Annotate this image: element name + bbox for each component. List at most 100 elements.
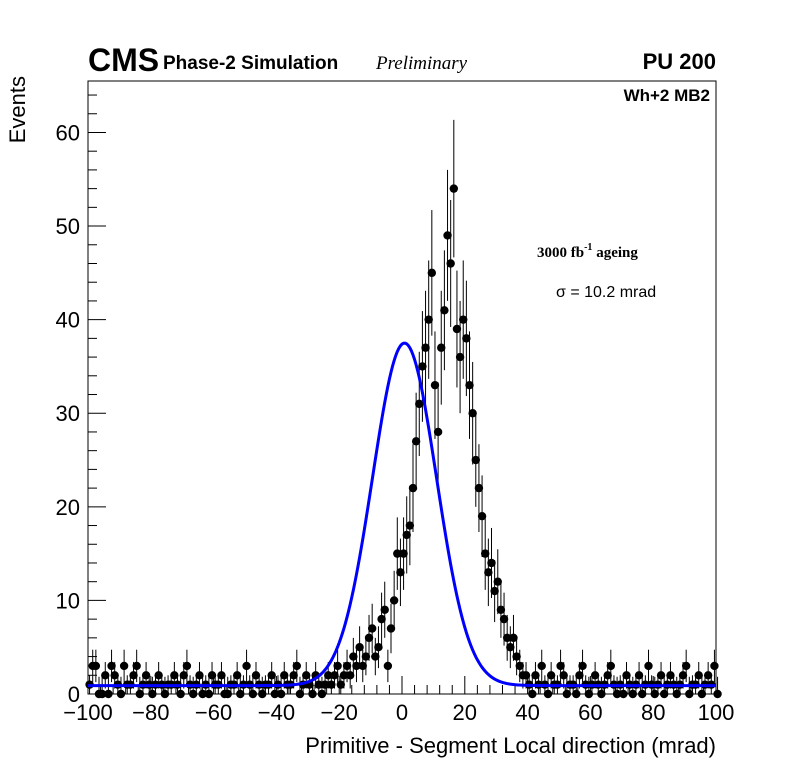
data-marker — [280, 671, 289, 680]
data-marker — [531, 671, 540, 680]
data-marker — [393, 549, 402, 558]
data-marker — [512, 652, 521, 661]
data-marker — [154, 671, 163, 680]
data-marker — [116, 689, 126, 699]
data-marker — [132, 661, 141, 671]
ageing-luminosity: 3000 fb — [537, 245, 584, 261]
data-point — [487, 527, 496, 598]
data-marker — [502, 633, 512, 643]
data-point — [418, 311, 427, 422]
data-point — [361, 637, 371, 676]
data-marker — [195, 671, 204, 680]
data-marker — [371, 652, 380, 661]
data-marker — [107, 661, 116, 671]
data-point — [305, 675, 314, 694]
x-tick-label: −20 — [321, 700, 358, 725]
data-marker — [559, 671, 568, 680]
data-point — [512, 637, 521, 676]
y-tick-label: 10 — [56, 588, 80, 613]
data-point — [383, 649, 393, 683]
data-point — [452, 270, 462, 388]
data-point — [320, 675, 330, 694]
data-marker — [188, 689, 198, 699]
data-marker — [437, 343, 446, 352]
data-marker — [389, 596, 399, 605]
data-point — [537, 649, 546, 683]
data-point — [377, 592, 386, 646]
data-marker — [659, 689, 669, 699]
data-point — [411, 392, 421, 490]
data-marker — [477, 511, 487, 521]
data-marker — [496, 605, 506, 614]
data-marker — [232, 671, 242, 680]
data-point — [364, 614, 374, 661]
data-marker — [619, 689, 628, 699]
data-marker — [160, 689, 170, 699]
sigma-annotation: σ = 10.2 mrad — [556, 284, 656, 301]
data-marker — [433, 427, 443, 437]
data-marker — [452, 324, 462, 334]
fit-series — [88, 341, 716, 688]
data-point — [506, 626, 515, 669]
data-marker — [509, 633, 518, 643]
data-point — [367, 603, 377, 654]
data-marker — [465, 380, 474, 390]
data-marker — [415, 399, 424, 409]
data-marker — [606, 661, 616, 671]
data-marker — [411, 437, 421, 446]
data-marker — [170, 671, 179, 680]
data-marker — [101, 671, 110, 680]
ageing-suffix: ageing — [592, 245, 638, 261]
data-marker — [383, 661, 393, 671]
data-marker — [424, 315, 433, 324]
data-marker — [443, 231, 452, 240]
data-marker — [342, 661, 352, 671]
data-marker — [634, 671, 644, 680]
data-point — [91, 649, 101, 683]
data-marker — [345, 671, 355, 680]
y-tick-label: 20 — [56, 495, 80, 520]
data-marker — [251, 671, 261, 680]
data-marker — [176, 689, 185, 699]
data-marker — [487, 558, 496, 568]
data-point — [349, 637, 358, 676]
data-point — [424, 260, 433, 379]
preliminary-label: Preliminary — [375, 53, 468, 74]
data-point — [443, 169, 452, 301]
data-marker — [666, 671, 675, 680]
data-marker — [129, 671, 138, 680]
data-marker — [276, 689, 286, 699]
data-marker — [462, 334, 471, 343]
data-marker — [490, 586, 499, 596]
data-point — [449, 119, 459, 258]
data-marker — [223, 689, 232, 699]
data-marker — [656, 671, 666, 680]
data-marker — [320, 680, 330, 689]
data-marker — [481, 549, 490, 558]
data-point — [468, 361, 477, 465]
data-point — [710, 649, 719, 683]
data-marker — [182, 661, 192, 671]
data-marker — [578, 661, 587, 671]
x-tick-label: 40 — [515, 700, 539, 725]
data-marker — [119, 661, 129, 671]
data-marker — [484, 568, 493, 577]
data-marker — [292, 661, 302, 671]
data-marker — [367, 624, 377, 633]
y-tick-label: 30 — [56, 401, 80, 426]
data-point — [440, 250, 449, 371]
data-marker — [336, 680, 345, 689]
y-tick-label: 40 — [56, 308, 80, 333]
data-marker — [694, 671, 703, 680]
data-marker — [399, 549, 408, 558]
data-point — [681, 649, 691, 683]
data-marker — [430, 380, 440, 390]
data-point — [481, 517, 490, 590]
y-tick-label: 0 — [68, 682, 80, 707]
y-axis-tick-labels: 0 10 20 30 40 50 60 — [56, 120, 80, 707]
x-tick-label: 0 — [396, 700, 408, 725]
data-point — [433, 382, 443, 482]
data-marker — [333, 661, 342, 671]
data-marker — [474, 483, 484, 493]
data-point — [578, 649, 587, 683]
